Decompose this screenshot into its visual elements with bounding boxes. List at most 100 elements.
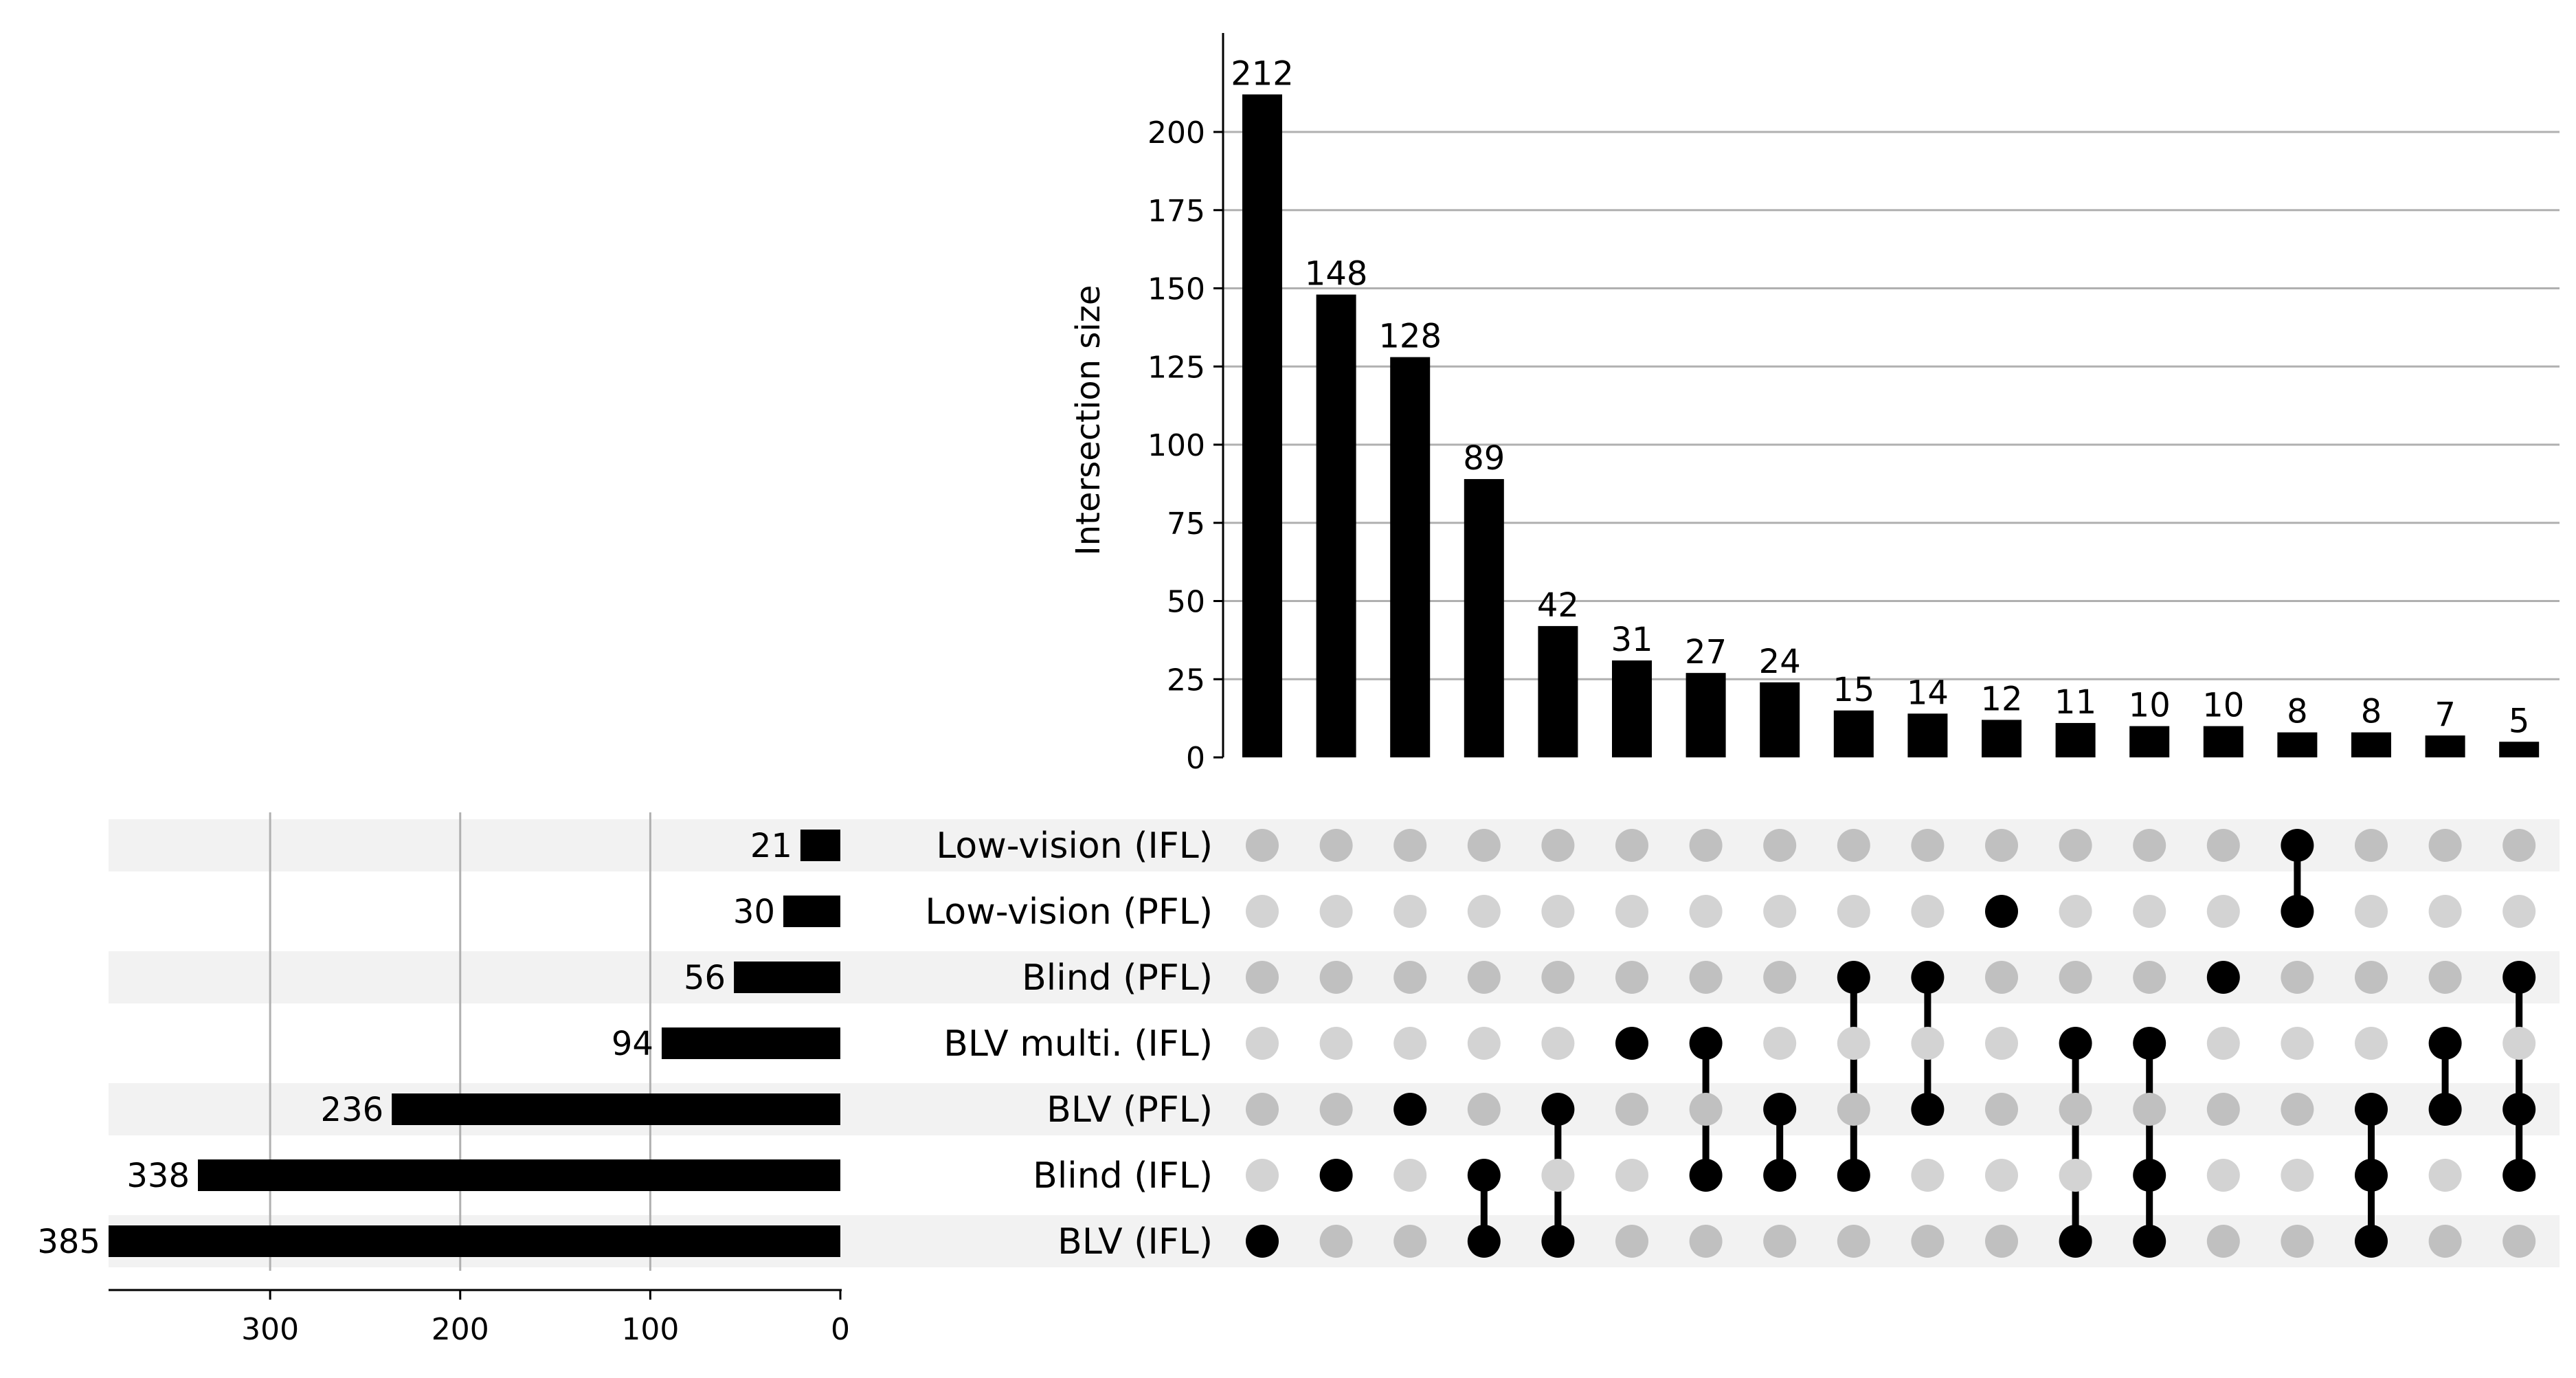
intersection-bar-label: 128 xyxy=(1378,318,1442,356)
membership-dot-inactive xyxy=(1319,1225,1353,1258)
set-axis-tick-label: 200 xyxy=(432,1312,489,1347)
y-tick-label: 125 xyxy=(1147,350,1205,385)
membership-dot-inactive xyxy=(1467,1093,1501,1126)
intersection-bar-label: 10 xyxy=(2202,687,2244,725)
membership-dot-active xyxy=(1615,1027,1648,1060)
membership-dot-inactive xyxy=(1763,961,1797,994)
membership-dot-inactive xyxy=(2281,1027,2314,1060)
membership-dot-active xyxy=(1837,961,1870,994)
membership-dot-inactive xyxy=(2206,1225,2240,1258)
intersection-bar-label: 5 xyxy=(2509,702,2530,740)
membership-dot-inactive xyxy=(1689,895,1723,928)
intersection-bars xyxy=(1242,94,2540,758)
membership-dot-inactive xyxy=(2206,1159,2240,1192)
membership-dot-inactive xyxy=(1763,1027,1797,1060)
membership-dot-inactive xyxy=(1985,1159,2018,1192)
intersection-bar-label: 7 xyxy=(2434,696,2456,734)
intersection-bar xyxy=(1982,720,2021,757)
membership-dot-inactive xyxy=(1837,895,1870,928)
y-tick-label: 50 xyxy=(1167,585,1205,620)
set-label: BLV (IFL) xyxy=(1057,1221,1213,1263)
set-size-bar xyxy=(734,962,840,993)
membership-dot-inactive xyxy=(1689,1093,1723,1126)
membership-dot-active xyxy=(1911,1093,1945,1126)
set-axis-tick-label: 300 xyxy=(241,1312,299,1347)
membership-dot-inactive xyxy=(2355,1027,2388,1060)
set-axis-tick-label: 100 xyxy=(621,1312,679,1347)
intersection-bar-label: 42 xyxy=(1537,586,1579,625)
set-axis-tick-label: 0 xyxy=(831,1312,850,1347)
intersection-bar xyxy=(2277,732,2318,757)
membership-dot-active xyxy=(2059,1225,2092,1258)
membership-dot-inactive xyxy=(2281,1159,2314,1192)
membership-dot-inactive xyxy=(2133,829,2166,862)
membership-dot-active xyxy=(1837,1159,1870,1192)
y-tick-label: 100 xyxy=(1147,428,1205,463)
intersection-bar-label: 12 xyxy=(1980,680,2022,718)
membership-dot-active xyxy=(1246,1225,1279,1258)
membership-dot-inactive xyxy=(1319,961,1353,994)
membership-dot-inactive xyxy=(1467,895,1501,928)
membership-dot-active xyxy=(2133,1159,2166,1192)
membership-dot-inactive xyxy=(1615,829,1648,862)
set-size-bar-label: 236 xyxy=(321,1091,384,1129)
membership-dot-inactive xyxy=(1689,1225,1723,1258)
intersection-bar-label: 15 xyxy=(1833,671,1874,709)
membership-dot-inactive xyxy=(2428,1225,2462,1258)
intersection-bar xyxy=(1464,479,1504,757)
membership-dot-inactive xyxy=(2133,1093,2166,1126)
membership-dot-inactive xyxy=(2428,829,2462,862)
set-labels: Low-vision (IFL) Low-vision (PFL) Blind (P… xyxy=(925,825,1213,1263)
set-label: Blind (IFL) xyxy=(1033,1155,1213,1197)
membership-dot-inactive xyxy=(1246,829,1279,862)
membership-dot-inactive xyxy=(1615,1225,1648,1258)
gridlines xyxy=(269,131,2560,1271)
membership-dot-inactive xyxy=(2502,895,2536,928)
set-size-x-axis: 300 200 100 0 xyxy=(109,1289,850,1347)
membership-dot-inactive xyxy=(1837,1093,1870,1126)
set-size-bar xyxy=(783,896,840,927)
set-label: BLV (PFL) xyxy=(1046,1089,1213,1131)
membership-dot-inactive xyxy=(1246,1093,1279,1126)
membership-dot-inactive xyxy=(2281,1093,2314,1126)
intersection-bar xyxy=(2499,742,2540,757)
membership-dot-inactive xyxy=(2206,1027,2240,1060)
membership-dot-inactive xyxy=(1763,829,1797,862)
membership-dot-inactive xyxy=(2281,1225,2314,1258)
membership-dot-inactive xyxy=(2059,895,2092,928)
intersection-y-axis: 0 25 50 75 100 125 150 175 200 xyxy=(1147,33,1224,776)
membership-dot-inactive xyxy=(2059,961,2092,994)
membership-dot-active xyxy=(1985,895,2018,928)
intersection-bar-label: 31 xyxy=(1611,621,1653,659)
membership-dot-inactive xyxy=(1467,1027,1501,1060)
membership-dot-inactive xyxy=(1246,961,1279,994)
membership-dot-inactive xyxy=(2502,1027,2536,1060)
membership-dot-inactive xyxy=(1319,1027,1353,1060)
membership-dot-inactive xyxy=(1393,1159,1427,1192)
membership-dot-inactive xyxy=(2281,961,2314,994)
membership-dot-active xyxy=(1541,1093,1575,1126)
membership-dot-inactive xyxy=(2355,829,2388,862)
membership-dot-inactive xyxy=(1246,895,1279,928)
membership-dot-inactive xyxy=(2059,1093,2092,1126)
membership-dot-active xyxy=(2281,895,2314,928)
membership-dot-inactive xyxy=(1393,829,1427,862)
set-label: Low-vision (PFL) xyxy=(925,891,1213,933)
membership-dot-inactive xyxy=(1911,895,1945,928)
intersection-bar xyxy=(1612,660,1652,757)
intersection-bar-label: 24 xyxy=(1759,643,1801,681)
membership-dot-inactive xyxy=(2059,1159,2092,1192)
y-tick-label: 0 xyxy=(1186,741,1205,776)
membership-dot-inactive xyxy=(1837,829,1870,862)
membership-dot-active xyxy=(1467,1159,1501,1192)
membership-matrix xyxy=(1246,829,2536,1258)
intersection-bar-label: 89 xyxy=(1463,439,1505,478)
membership-dot-active xyxy=(2428,1093,2462,1126)
membership-dot-inactive xyxy=(1246,1159,1279,1192)
y-tick-label: 25 xyxy=(1167,663,1205,698)
set-size-bar-label: 30 xyxy=(733,893,775,931)
membership-dot-inactive xyxy=(2059,829,2092,862)
membership-dot-active xyxy=(2355,1225,2388,1258)
membership-dot-inactive xyxy=(1615,895,1648,928)
membership-dot-inactive xyxy=(1985,1027,2018,1060)
